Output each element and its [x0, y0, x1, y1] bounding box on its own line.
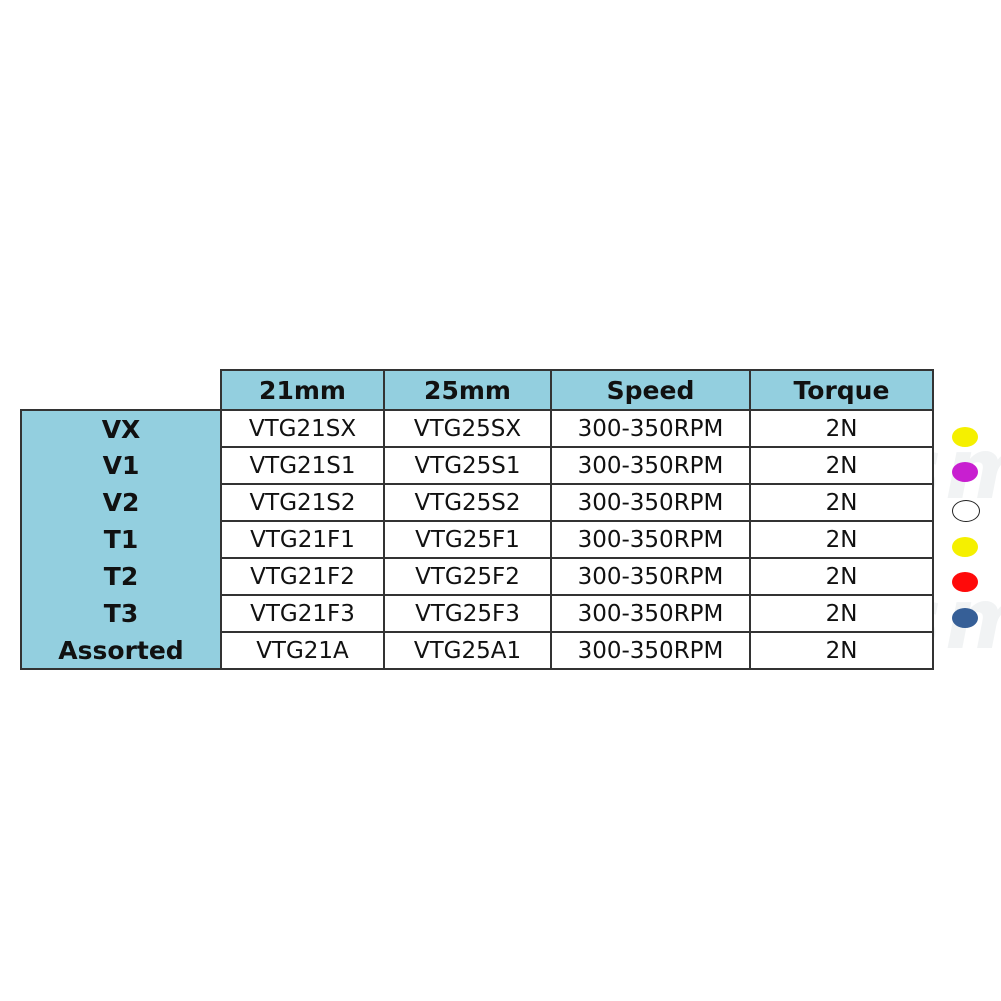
color-dot	[952, 427, 978, 447]
product-table: 21mm 25mm Speed Torque VX VTG21SX VTG25SX 3…	[20, 369, 934, 670]
cell-torque: 2N	[749, 594, 934, 633]
cell-21mm: VTG21S1	[220, 446, 385, 485]
color-dot	[952, 608, 978, 628]
cell-torque: 2N	[749, 557, 934, 596]
header-21mm: 21mm	[220, 369, 385, 411]
header-row: 21mm 25mm Speed Torque	[21, 369, 934, 411]
cell-25mm: VTG25S1	[383, 446, 552, 485]
table-row: T2 VTG21F2 VTG25F2 300-350RPM 2N	[20, 557, 934, 596]
cell-speed: 300-350RPM	[550, 631, 751, 670]
table-row: V2 VTG21S2 VTG25S2 300-350RPM 2N	[20, 483, 934, 522]
cell-25mm: VTG25A1	[383, 631, 552, 670]
table-row: Assorted VTG21A VTG25A1 300-350RPM 2N	[20, 631, 934, 670]
cell-21mm: VTG21F3	[220, 594, 385, 633]
cell-speed: 300-350RPM	[550, 520, 751, 559]
cell-speed: 300-350RPM	[550, 483, 751, 522]
header-speed: Speed	[550, 369, 751, 411]
row-label: VX	[20, 410, 222, 447]
table-row: T1 VTG21F1 VTG25F1 300-350RPM 2N	[20, 520, 934, 559]
row-label: T2	[20, 558, 222, 595]
color-dot	[952, 500, 980, 522]
color-dot	[952, 462, 978, 482]
cell-speed: 300-350RPM	[550, 446, 751, 485]
row-label: T1	[20, 521, 222, 558]
cell-25mm: VTG25SX	[383, 409, 552, 448]
row-label: V1	[20, 447, 222, 484]
table-row: V1 VTG21S1 VTG25S1 300-350RPM 2N	[20, 446, 934, 485]
row-label: Assorted	[20, 632, 222, 670]
cell-torque: 2N	[749, 520, 934, 559]
cell-speed: 300-350RPM	[550, 594, 751, 633]
table-row: VX VTG21SX VTG25SX 300-350RPM 2N	[20, 409, 934, 448]
cell-speed: 300-350RPM	[550, 557, 751, 596]
row-label: T3	[20, 595, 222, 632]
row-label: V2	[20, 484, 222, 521]
header-25mm: 25mm	[383, 369, 552, 411]
cell-torque: 2N	[749, 631, 934, 670]
cell-speed: 300-350RPM	[550, 409, 751, 448]
cell-21mm: VTG21F2	[220, 557, 385, 596]
cell-torque: 2N	[749, 409, 934, 448]
cell-21mm: VTG21S2	[220, 483, 385, 522]
color-dot	[952, 572, 978, 592]
cell-25mm: VTG25F3	[383, 594, 552, 633]
cell-21mm: VTG21A	[220, 631, 385, 670]
table-row: T3 VTG21F3 VTG25F3 300-350RPM 2N	[20, 594, 934, 633]
cell-torque: 2N	[749, 483, 934, 522]
cell-25mm: VTG25S2	[383, 483, 552, 522]
header-blank	[21, 370, 221, 411]
cell-25mm: VTG25F2	[383, 557, 552, 596]
cell-21mm: VTG21SX	[220, 409, 385, 448]
cell-torque: 2N	[749, 446, 934, 485]
cell-21mm: VTG21F1	[220, 520, 385, 559]
cell-25mm: VTG25F1	[383, 520, 552, 559]
header-torque: Torque	[749, 369, 934, 411]
color-dot	[952, 537, 978, 557]
